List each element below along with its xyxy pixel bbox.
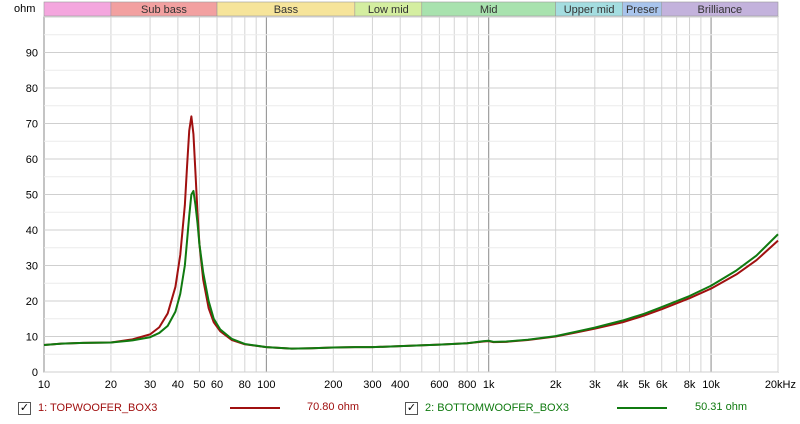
y-tick-label: 70: [26, 119, 38, 131]
x-tick-label: 200: [324, 379, 342, 391]
x-tick-label: 3k: [589, 379, 601, 391]
x-axis-ticks: 10 20 30 40 50 60 80 100 200 300 400 600 800 1k 2k 3k 4k…: [38, 379, 796, 391]
grid: [43, 16, 779, 373]
series-1-swatch: [230, 407, 280, 409]
y-tick-label: 60: [26, 154, 38, 166]
y-axis-label: ohm: [14, 3, 35, 15]
legend-item-series-1[interactable]: ✓ 1: TOPWOOFER_BOX3: [18, 398, 157, 418]
band-label-2: Bass: [274, 4, 299, 16]
legend: ✓ 1: TOPWOOFER_BOX3 70.80 ohm ✓ 2: BOTTO…: [0, 398, 800, 420]
impedance-chart: Sub bass Bass Low mid Mid Upper mid Preser Bri…: [14, 1, 796, 391]
x-tick-label: 5k: [638, 379, 650, 391]
x-tick-label: 300: [363, 379, 381, 391]
y-axis-ticks: 0 10 20 30 40 50 60 70 80 90: [26, 48, 38, 380]
x-tick-label: 8k: [684, 379, 696, 391]
x-tick-label: 2k: [550, 379, 562, 391]
y-tick-label: 30: [26, 261, 38, 273]
x-tick-label: 30: [144, 379, 156, 391]
x-tick-label: 600: [430, 379, 448, 391]
band-0: [43, 1, 112, 17]
legend-item-series-2[interactable]: ✓ 2: BOTTOMWOOFER_BOX3: [405, 398, 569, 418]
x-tick-label: 60: [211, 379, 223, 391]
y-tick-label: 10: [26, 332, 38, 344]
x-tick-label: 400: [391, 379, 409, 391]
x-tick-label: 20: [105, 379, 117, 391]
x-tick-label: 100: [257, 379, 275, 391]
x-tick-label: 40: [172, 379, 184, 391]
band-7: [661, 1, 779, 17]
series-line-2: [43, 189, 779, 350]
x-tick-label: 6k: [656, 379, 668, 391]
x-tick-label: 80: [239, 379, 251, 391]
y-tick-label: 50: [26, 190, 38, 202]
series-2-value: 50.31 ohm: [695, 401, 747, 413]
series-lines: [43, 115, 779, 350]
x-tick-label: 50: [193, 379, 205, 391]
x-tick-label: 10: [38, 379, 50, 391]
x-tick-label: 1k: [483, 379, 495, 391]
band-label-4: Mid: [480, 4, 498, 16]
x-tick-label: 20kHz: [765, 379, 796, 391]
x-tick-label: 4k: [617, 379, 629, 391]
y-tick-label: 40: [26, 225, 38, 237]
y-tick-label: 90: [26, 48, 38, 60]
y-tick-label: 20: [26, 296, 38, 308]
series-2-checkbox[interactable]: ✓: [405, 401, 418, 415]
y-tick-label: 0: [32, 367, 38, 379]
x-tick-label: 800: [458, 379, 476, 391]
band-label-3: Low mid: [368, 4, 409, 16]
series-2-name: 2: BOTTOMWOOFER_BOX3: [425, 402, 570, 414]
x-tick-label: 10k: [702, 379, 720, 391]
band-label-7: Brilliance: [698, 4, 743, 16]
band-label-1: Sub bass: [141, 4, 187, 16]
series-1-value: 70.80 ohm: [307, 401, 359, 413]
band-label-5: Upper mid: [564, 4, 615, 16]
frequency-band-bar: Sub bass Bass Low mid Mid Upper mid Preser Bri…: [43, 1, 779, 17]
series-2-swatch: [617, 407, 667, 409]
series-1-checkbox[interactable]: ✓: [18, 401, 31, 415]
series-1-name: 1: TOPWOOFER_BOX3: [38, 402, 158, 414]
y-tick-label: 80: [26, 83, 38, 95]
band-label-6: Preser: [626, 4, 659, 16]
